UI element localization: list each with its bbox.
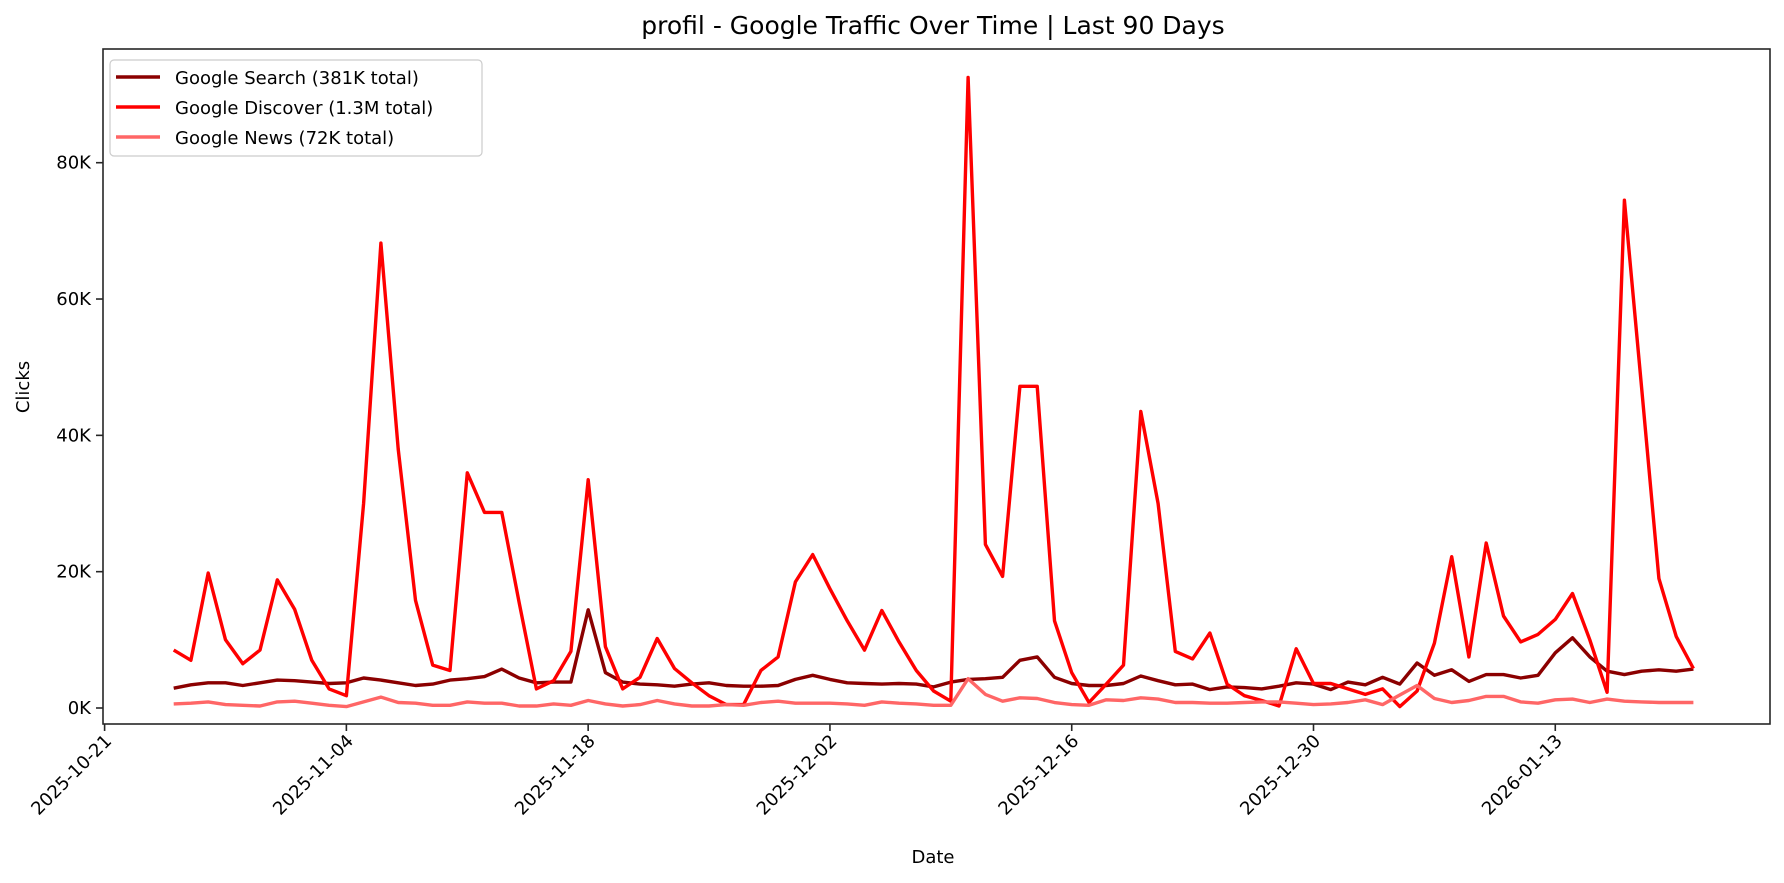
legend-label-discover: Google Discover (1.3M total): [175, 98, 433, 119]
y-axis: 0K 20K 40K 60K 80K: [56, 153, 103, 719]
legend-box: [109, 59, 483, 157]
legend-label-news: Google News (72K total): [175, 128, 394, 149]
x-tick-label: 2025-10-21: [27, 731, 116, 820]
x-axis: 2025-10-21 2025-11-04 2025-11-18 2025-12-02…: [27, 724, 1567, 820]
y-tick-label: 0K: [68, 698, 92, 719]
chart-title: profil - Google Traffic Over Time | Last…: [641, 11, 1224, 40]
x-tick-label: 2025-12-02: [753, 731, 842, 820]
plot-lines: [172, 75, 1695, 709]
x-tick-label: 2025-12-16: [994, 731, 1083, 820]
x-tick-label: 2026-01-13: [1478, 731, 1567, 820]
y-tick-label: 60K: [56, 289, 92, 310]
y-tick-label: 80K: [56, 153, 92, 174]
axes-frame: [102, 48, 1771, 725]
x-tick-label: 2025-12-30: [1236, 731, 1325, 820]
x-tick-label: 2025-11-18: [511, 731, 600, 820]
series-line-1: [172, 75, 1695, 709]
y-axis-label: Clicks: [13, 361, 34, 413]
series-line-2: [173, 677, 1694, 709]
legend-label-search: Google Search (381K total): [175, 68, 419, 89]
legend: Google Search (381K total) Google Discov…: [109, 59, 483, 157]
x-axis-label: Date: [911, 847, 954, 868]
series-line-0: [173, 608, 1694, 692]
y-tick-label: 40K: [56, 425, 92, 446]
y-tick-label: 20K: [56, 562, 92, 583]
x-tick-label: 2025-11-04: [269, 731, 358, 820]
